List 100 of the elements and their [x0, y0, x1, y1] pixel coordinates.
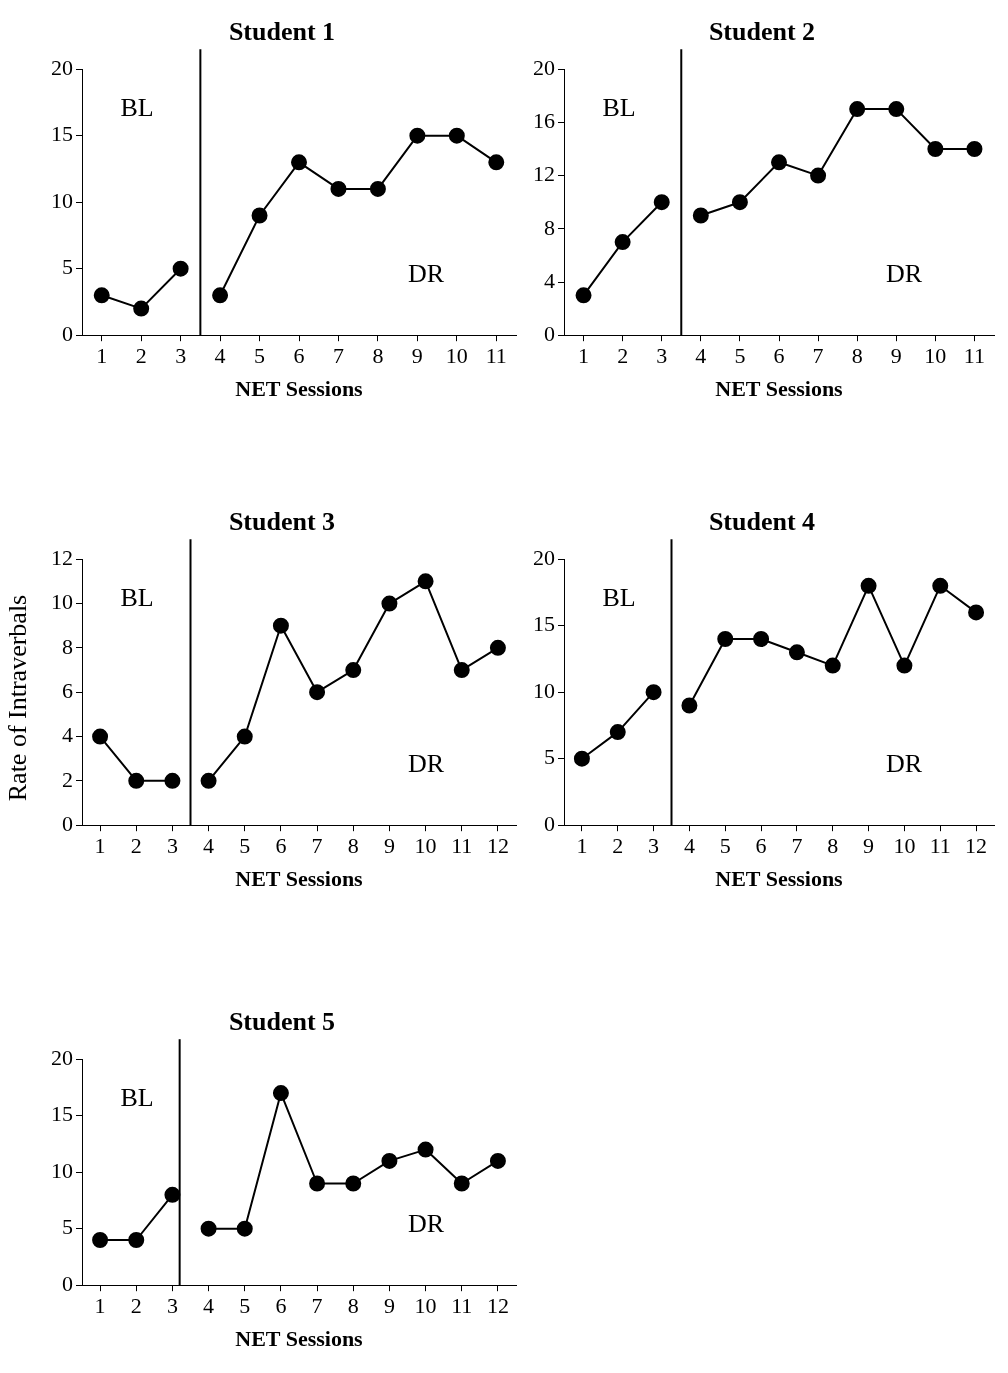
point	[381, 1152, 398, 1169]
point	[172, 260, 189, 277]
point	[92, 728, 109, 745]
annotation: DR	[407, 1209, 445, 1239]
y-axis-title: Rate of Intraverbals	[2, 593, 33, 804]
y-tick-label: 5	[62, 1214, 73, 1240]
point	[932, 577, 949, 594]
point	[128, 1232, 145, 1248]
point	[409, 127, 426, 144]
y-tick-label: 10	[51, 589, 73, 615]
chart-title: Student 2	[708, 17, 816, 47]
x-tick-label: 10	[924, 343, 947, 369]
x-tick-label: 3	[656, 343, 668, 369]
point	[212, 287, 229, 304]
x-tick-label: 7	[311, 833, 323, 859]
point	[573, 750, 590, 767]
point	[236, 1220, 253, 1237]
x-tick-label: 12	[965, 833, 988, 859]
point	[448, 127, 465, 144]
point	[381, 595, 398, 612]
x-tick-label: 11	[485, 343, 507, 369]
x-tick-label: 6	[755, 833, 767, 859]
annotation: DR	[885, 749, 923, 779]
point	[330, 180, 347, 197]
y-tick-label: 0	[62, 320, 73, 346]
x-tick-label: 12	[486, 1293, 509, 1319]
y-tick-label: 20	[533, 54, 555, 80]
x-tick-label: 9	[383, 833, 395, 859]
x-tick-label: 5	[719, 833, 731, 859]
x-tick-label: 8	[827, 833, 839, 859]
y-tick-label: 0	[62, 1270, 73, 1296]
x-tick-label: 10	[893, 833, 916, 859]
x-tick-label: 8	[347, 1293, 359, 1319]
y-tick-label: 10	[533, 677, 555, 703]
x-tick-label: 8	[372, 343, 384, 369]
x-tick-label: 9	[383, 1293, 395, 1319]
y-tick-label: 15	[533, 611, 555, 637]
annotation: DR	[407, 749, 445, 779]
x-tick-label: 3	[648, 833, 660, 859]
x-tick-label: 1	[94, 1293, 106, 1319]
x-axis-title: NET Sessions	[235, 866, 364, 892]
point	[717, 631, 734, 647]
annotation: BL	[120, 1083, 154, 1113]
y-tick-label: 6	[62, 677, 73, 703]
point	[133, 300, 150, 317]
y-tick-label: 20	[51, 54, 73, 80]
chart-title: Student 4	[708, 507, 816, 537]
point	[93, 287, 110, 304]
point	[645, 684, 662, 701]
x-tick-label: 5	[239, 1293, 251, 1319]
x-tick-label: 11	[963, 343, 986, 369]
point	[810, 167, 827, 184]
point	[369, 180, 386, 197]
x-tick-label: 5	[734, 343, 746, 369]
x-axis-title: NET Sessions	[235, 1326, 364, 1352]
point	[417, 573, 434, 590]
x-tick-label: 2	[612, 833, 624, 859]
point	[92, 1232, 109, 1248]
y-tick-label: 0	[544, 320, 555, 346]
y-tick-label: 4	[62, 722, 73, 748]
x-tick-label: 4	[203, 1293, 215, 1319]
y-tick-label: 20	[533, 544, 555, 570]
y-tick-label: 12	[533, 161, 555, 187]
y-tick-label: 0	[62, 810, 73, 836]
point	[692, 207, 709, 224]
point	[200, 772, 217, 789]
x-tick-label: 10	[414, 833, 437, 859]
point	[489, 1152, 506, 1169]
x-tick-label: 6	[773, 343, 785, 369]
annotation: BL	[602, 93, 636, 123]
x-tick-label: 5	[254, 343, 266, 369]
x-tick-label: 1	[576, 833, 588, 859]
y-tick-label: 8	[62, 633, 73, 659]
y-tick-label: 15	[51, 1101, 73, 1127]
x-tick-label: 2	[130, 1293, 142, 1319]
point	[849, 101, 866, 118]
point	[681, 697, 698, 714]
x-tick-label: 9	[890, 343, 902, 369]
point	[575, 287, 592, 304]
x-tick-label: 9	[411, 343, 423, 369]
x-tick-label: 10	[445, 343, 468, 369]
chart-title: Student 5	[228, 1007, 336, 1037]
point	[453, 662, 470, 679]
x-tick-label: 1	[94, 833, 106, 859]
chart-title: Student 3	[228, 507, 336, 537]
point	[968, 604, 985, 621]
annotation: BL	[120, 93, 154, 123]
y-tick-label: 15	[51, 121, 73, 147]
point	[236, 728, 253, 745]
x-tick-label: 3	[175, 343, 187, 369]
x-tick-label: 2	[130, 833, 142, 859]
point	[488, 154, 505, 171]
point	[489, 639, 506, 656]
point	[896, 657, 913, 674]
x-tick-label: 7	[812, 343, 824, 369]
y-tick-label: 5	[62, 254, 73, 280]
x-tick-label: 2	[135, 343, 147, 369]
point	[345, 1175, 362, 1192]
x-tick-label: 6	[293, 343, 305, 369]
point	[164, 1186, 181, 1203]
